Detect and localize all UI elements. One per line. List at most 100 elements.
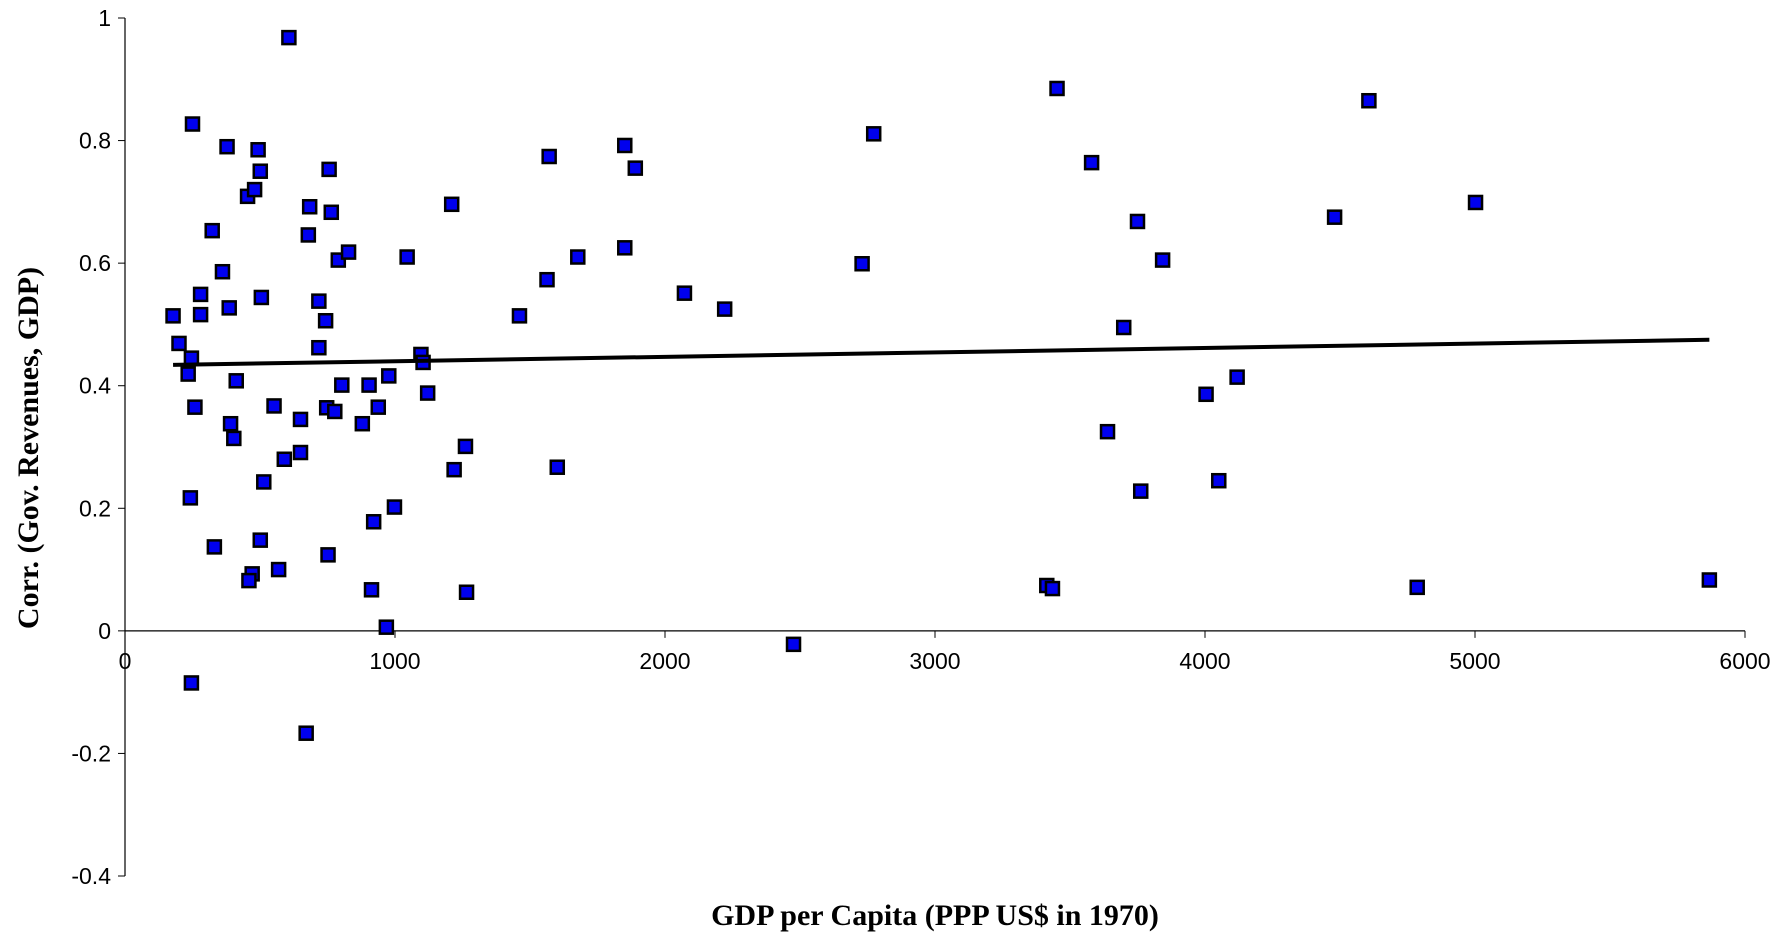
point [221, 300, 237, 316]
point [180, 366, 196, 382]
point [511, 308, 528, 324]
x-tick-label: 4000 [1179, 648, 1230, 674]
x-tick-label: 1000 [369, 648, 420, 674]
point [253, 289, 270, 306]
point [256, 474, 272, 490]
point [300, 227, 317, 243]
point [266, 398, 282, 414]
y-tick-label: 0 [98, 618, 111, 644]
point [323, 204, 340, 221]
point [298, 725, 314, 741]
point [340, 244, 357, 260]
point [311, 293, 327, 309]
x-tick-label: 6000 [1719, 648, 1770, 674]
point [617, 137, 633, 154]
point [252, 532, 269, 548]
point [317, 313, 334, 329]
point [1409, 579, 1425, 596]
point [171, 335, 187, 352]
point [276, 451, 293, 468]
point [1211, 472, 1227, 489]
point [785, 636, 802, 653]
point [361, 377, 377, 393]
point [219, 138, 235, 155]
point [716, 301, 733, 317]
point [457, 438, 474, 455]
point [187, 399, 203, 415]
point [206, 539, 223, 555]
point [184, 116, 201, 132]
point [365, 514, 382, 530]
point [1229, 369, 1245, 385]
point [321, 161, 337, 178]
point [1129, 213, 1146, 230]
point [1361, 92, 1377, 109]
point [182, 490, 199, 506]
point [370, 399, 387, 415]
point [378, 619, 395, 635]
point [854, 256, 870, 272]
point [1044, 580, 1061, 597]
point [1099, 423, 1116, 440]
point [301, 199, 318, 215]
point [570, 249, 586, 265]
y-axis-title: Corr. (Gov. Revenues, GDP) [12, 267, 45, 629]
x-tick-label: 5000 [1449, 648, 1500, 674]
x-tick-label: 0 [119, 648, 132, 674]
point [549, 459, 566, 475]
y-tick-label: 1 [98, 5, 111, 31]
point [1115, 319, 1132, 336]
point [246, 181, 263, 198]
point [165, 308, 181, 324]
point [1132, 483, 1149, 499]
point [446, 461, 462, 478]
point [252, 163, 269, 179]
point [320, 547, 336, 563]
point [1049, 80, 1065, 97]
point [228, 373, 244, 389]
y-tick-label: 0.4 [79, 373, 111, 399]
point [334, 377, 350, 393]
point [1701, 572, 1718, 588]
x-axis-title: GDP per Capita (PPP US$ in 1970) [711, 899, 1159, 932]
point [214, 263, 231, 280]
y-tick-label: 0.2 [79, 495, 111, 521]
point [617, 240, 633, 256]
trendline [173, 337, 1710, 367]
point [541, 148, 557, 165]
y-tick-label: -0.2 [71, 740, 111, 766]
point [241, 572, 257, 589]
point [192, 286, 209, 303]
point [363, 582, 380, 598]
point [386, 499, 403, 515]
y-tick-label: -0.4 [71, 863, 111, 889]
point [1083, 154, 1100, 171]
point [292, 444, 309, 461]
point [270, 561, 287, 578]
y-tick-label: 0.6 [79, 250, 111, 276]
point [1154, 252, 1171, 268]
point [204, 222, 220, 239]
point [250, 142, 266, 158]
point [443, 196, 460, 213]
point [458, 584, 475, 600]
point [865, 126, 882, 142]
point [183, 675, 200, 691]
point [281, 29, 297, 46]
x-tick-label: 3000 [909, 648, 960, 674]
point [676, 285, 693, 301]
y-tick-label: 0.8 [79, 128, 111, 154]
x-tick-label: 2000 [639, 648, 690, 674]
point [1467, 194, 1484, 211]
point [192, 306, 209, 323]
point [627, 160, 644, 176]
point [222, 415, 239, 432]
point [381, 368, 397, 384]
point [354, 415, 371, 432]
point [327, 403, 343, 420]
point [1198, 386, 1214, 403]
point [311, 339, 327, 356]
point [419, 385, 436, 401]
